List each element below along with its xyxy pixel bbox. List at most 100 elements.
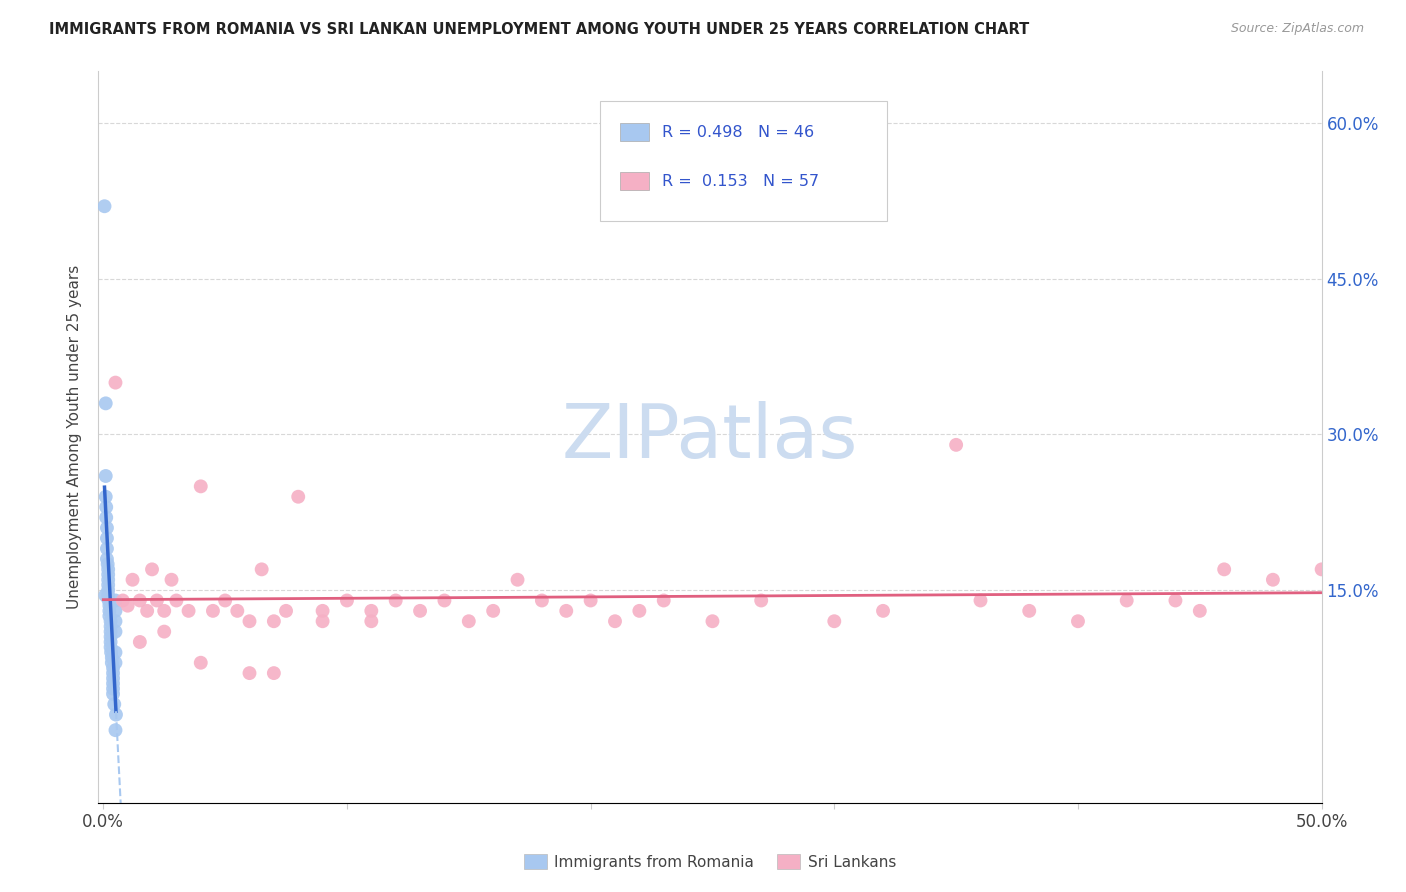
- Point: [97, 562, 120, 576]
- Point: [165, 593, 187, 607]
- Point: [98, 604, 121, 618]
- Point: [311, 614, 333, 628]
- Point: [96, 521, 118, 535]
- Point: [96, 552, 118, 566]
- Point: [702, 614, 724, 628]
- Point: [153, 624, 176, 639]
- Point: [146, 593, 169, 607]
- Point: [100, 645, 122, 659]
- Point: [160, 573, 183, 587]
- Point: [482, 604, 505, 618]
- Point: [153, 604, 176, 618]
- FancyBboxPatch shape: [620, 123, 648, 141]
- Text: Source: ZipAtlas.com: Source: ZipAtlas.com: [1230, 22, 1364, 36]
- Point: [1188, 604, 1211, 618]
- Point: [128, 593, 150, 607]
- Point: [104, 645, 127, 659]
- Point: [104, 604, 127, 618]
- Point: [945, 438, 967, 452]
- Point: [96, 510, 118, 524]
- Point: [94, 588, 117, 602]
- Point: [128, 635, 150, 649]
- Point: [117, 599, 139, 613]
- Point: [409, 604, 432, 618]
- Text: ZIPatlas: ZIPatlas: [562, 401, 858, 474]
- Point: [96, 500, 118, 515]
- Text: R =  0.153   N = 57: R = 0.153 N = 57: [662, 174, 820, 188]
- Point: [190, 656, 212, 670]
- Point: [226, 604, 249, 618]
- Point: [97, 588, 120, 602]
- Point: [93, 199, 115, 213]
- Point: [100, 614, 122, 628]
- Point: [121, 573, 143, 587]
- Point: [97, 593, 120, 607]
- Point: [1115, 593, 1137, 607]
- Point: [104, 656, 127, 670]
- Point: [101, 671, 124, 685]
- Point: [101, 681, 124, 696]
- Point: [97, 557, 120, 571]
- Point: [100, 619, 122, 633]
- Point: [360, 614, 382, 628]
- Point: [190, 479, 212, 493]
- Point: [287, 490, 309, 504]
- Point: [104, 376, 127, 390]
- Point: [433, 593, 456, 607]
- Point: [201, 604, 224, 618]
- Point: [98, 599, 121, 613]
- Point: [101, 650, 124, 665]
- Point: [1213, 562, 1236, 576]
- Point: [969, 593, 991, 607]
- Point: [101, 687, 124, 701]
- Point: [238, 666, 260, 681]
- Legend: Immigrants from Romania, Sri Lankans: Immigrants from Romania, Sri Lankans: [517, 847, 903, 876]
- Point: [101, 666, 124, 681]
- Point: [1310, 562, 1333, 576]
- Point: [1067, 614, 1090, 628]
- Point: [104, 707, 127, 722]
- Point: [97, 578, 120, 592]
- Point: [100, 635, 122, 649]
- Point: [96, 541, 118, 556]
- Point: [530, 593, 553, 607]
- Point: [136, 604, 159, 618]
- Point: [263, 666, 285, 681]
- Point: [97, 583, 120, 598]
- Point: [603, 614, 626, 628]
- Point: [94, 490, 117, 504]
- Point: [336, 593, 359, 607]
- Point: [101, 656, 124, 670]
- Point: [98, 609, 121, 624]
- Point: [94, 469, 117, 483]
- Point: [111, 593, 134, 607]
- Point: [141, 562, 163, 576]
- Point: [823, 614, 845, 628]
- Point: [1261, 573, 1284, 587]
- Point: [97, 573, 120, 587]
- Point: [103, 698, 125, 712]
- Point: [360, 604, 382, 618]
- Point: [97, 567, 120, 582]
- Point: [177, 604, 200, 618]
- Point: [100, 640, 122, 655]
- FancyBboxPatch shape: [600, 101, 887, 221]
- Text: IMMIGRANTS FROM ROMANIA VS SRI LANKAN UNEMPLOYMENT AMONG YOUTH UNDER 25 YEARS CO: IMMIGRANTS FROM ROMANIA VS SRI LANKAN UN…: [49, 22, 1029, 37]
- Point: [872, 604, 894, 618]
- Point: [104, 723, 127, 738]
- Point: [457, 614, 479, 628]
- Point: [101, 661, 124, 675]
- Point: [506, 573, 529, 587]
- FancyBboxPatch shape: [620, 172, 648, 190]
- Point: [1018, 604, 1040, 618]
- Point: [555, 604, 578, 618]
- Point: [104, 624, 127, 639]
- Point: [104, 614, 127, 628]
- Point: [263, 614, 285, 628]
- Text: R = 0.498   N = 46: R = 0.498 N = 46: [662, 125, 814, 139]
- Point: [1164, 593, 1187, 607]
- Point: [100, 624, 122, 639]
- Point: [238, 614, 260, 628]
- Point: [311, 604, 333, 618]
- Point: [652, 593, 675, 607]
